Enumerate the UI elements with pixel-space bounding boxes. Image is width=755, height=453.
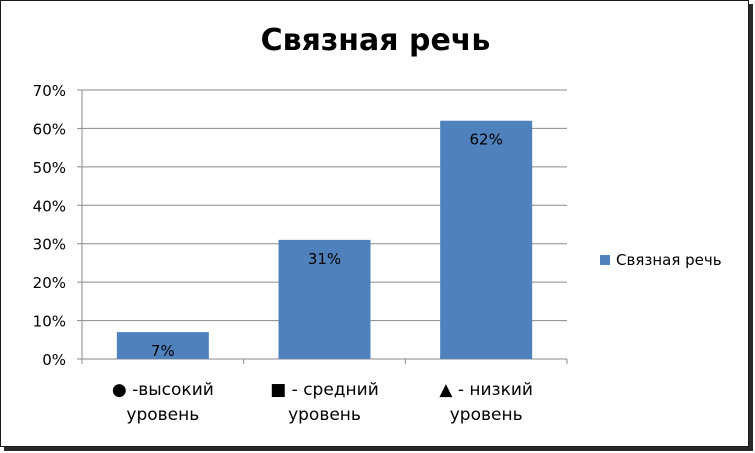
y-tick-label: 10%: [33, 313, 66, 331]
data-label: 31%: [308, 250, 341, 268]
y-tick-label: 50%: [33, 159, 66, 177]
category-label: уровень: [450, 405, 523, 425]
legend-label: Связная речь: [616, 251, 722, 269]
data-label: 62%: [469, 131, 502, 149]
legend: Связная речь: [600, 251, 722, 269]
y-tick-label: 40%: [33, 197, 66, 215]
plot-svg: 0% 10% 20% 30% 40% 50% 60% 70% 7% ● -высокий урове…: [33, 82, 568, 425]
y-tick-label: 20%: [33, 274, 66, 292]
bar: [116, 332, 209, 359]
chart-area: Связная речь 0% 10% 20% 30% 40% 50% 60% 70% 7% ● …: [0, 0, 749, 447]
data-label: 7%: [151, 342, 175, 360]
y-tick-label: 0%: [42, 351, 66, 369]
y-tick-label: 60%: [33, 120, 66, 138]
y-tick-label: 30%: [33, 236, 66, 254]
legend-swatch: [600, 255, 610, 265]
bar: [278, 239, 371, 359]
category-label: ■ - средний: [270, 380, 379, 400]
category-label: ● -высокий: [112, 380, 214, 400]
category-label: ▲ - низкий: [439, 380, 533, 400]
category-label: уровень: [126, 405, 199, 425]
chart-title: Связная речь: [260, 23, 491, 58]
category-label: уровень: [288, 405, 361, 425]
y-tick-label: 70%: [33, 82, 66, 100]
bar: [440, 120, 533, 359]
